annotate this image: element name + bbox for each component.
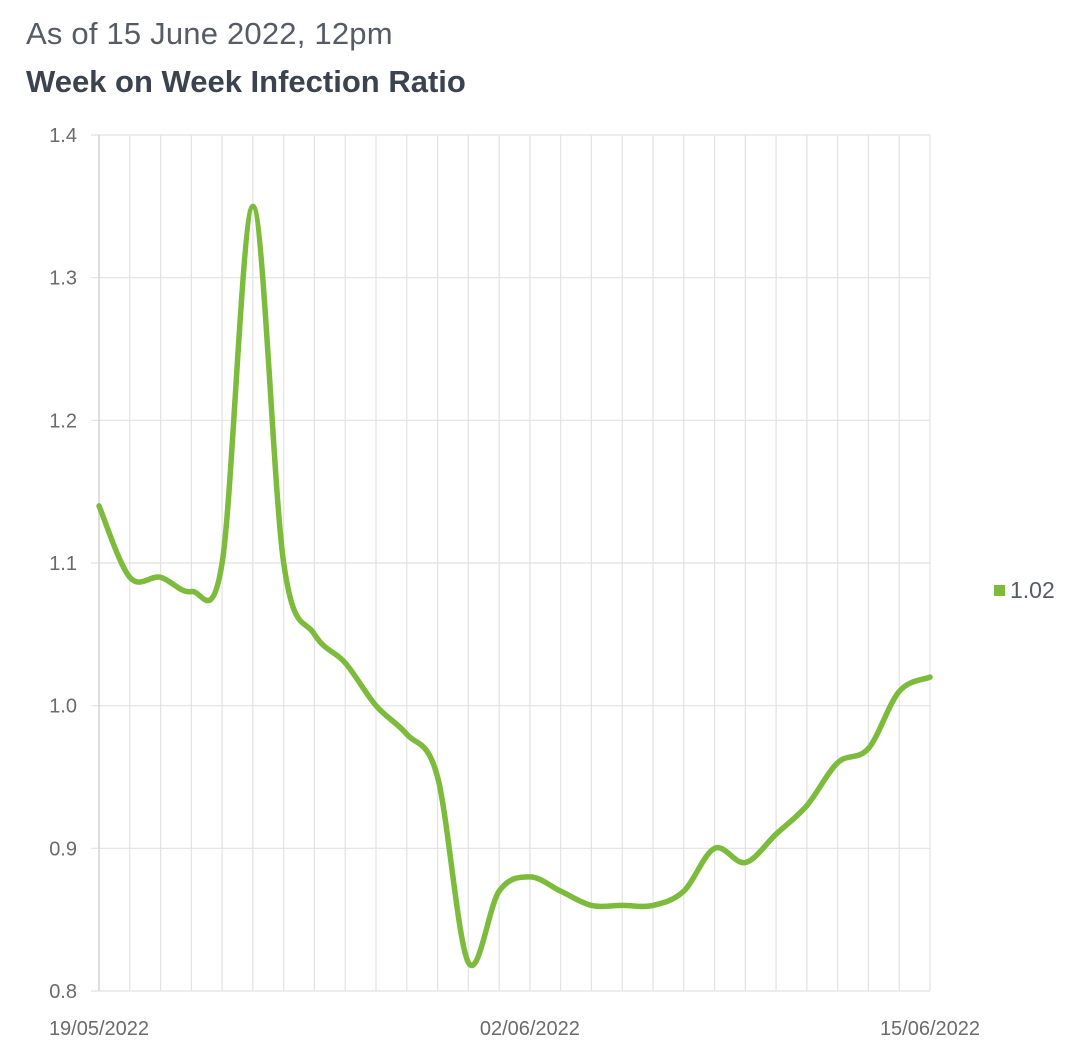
x-tick-label: 15/06/2022 [880,1018,980,1040]
series-line [96,203,933,969]
y-tick-label: 1.4 [49,125,77,147]
x-tick-label: 02/06/2022 [480,1018,580,1040]
y-tick-label: 0.9 [49,838,77,860]
grid [91,134,931,992]
chart-subtitle: As of 15 June 2022, 12pm [26,16,393,51]
axes: 0.8 0.9 1.0 1.1 1.2 1.3 1.4 19/05/2022 02/06/202… [49,125,980,1040]
legend-label: 1.02 [1010,577,1055,603]
series [96,203,933,969]
legend: 1.02 [994,577,1055,604]
legend-swatch [994,585,1005,596]
chart-title: Week on Week Infection Ratio [26,64,466,99]
y-tick-label: 1.1 [49,553,77,575]
y-tick-label: 1.2 [49,410,77,432]
x-tick-label: 19/05/2022 [49,1018,149,1040]
y-tick-label: 1.3 [49,268,77,290]
y-tick-label: 1.0 [49,696,77,718]
y-tick-label: 0.8 [49,981,77,1003]
